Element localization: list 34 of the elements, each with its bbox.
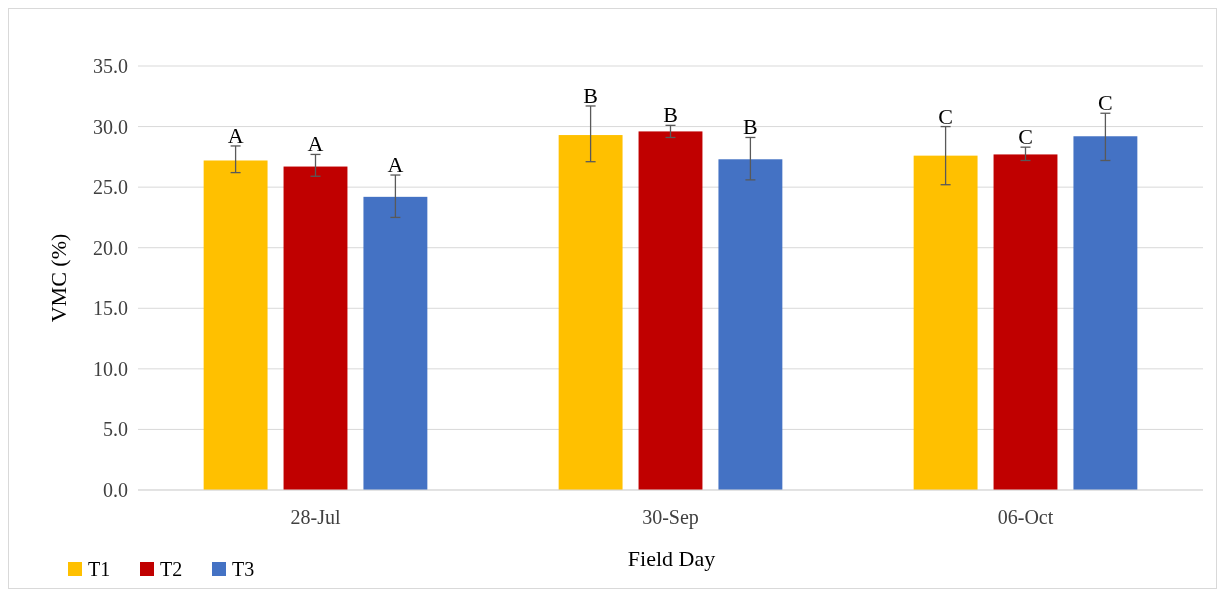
bar — [718, 159, 783, 490]
y-axis-title: VMC (%) — [46, 233, 71, 323]
bar — [1073, 136, 1138, 490]
x-axis-title: Field Day — [627, 546, 716, 571]
y-tick-label: 30.0 — [93, 115, 128, 138]
y-tick-label: 0.0 — [103, 479, 128, 501]
legend-label: T1 — [88, 558, 111, 580]
annotation: C — [938, 103, 953, 129]
annotation: B — [663, 102, 678, 128]
bar — [363, 196, 428, 490]
y-tick-label: 35.0 — [93, 55, 128, 77]
bar — [913, 155, 978, 490]
annotation: B — [583, 82, 598, 108]
annotation: B — [743, 114, 758, 140]
bar — [283, 166, 348, 490]
annotation: A — [307, 131, 324, 157]
y-tick-label: 15.0 — [93, 297, 128, 320]
annotation: A — [227, 122, 244, 148]
annotation: C — [1018, 124, 1033, 150]
y-tick-label: 20.0 — [93, 236, 128, 259]
x-tick-label: 06-Oct — [997, 506, 1054, 528]
bar — [993, 154, 1058, 490]
x-tick-label: 28-Jul — [290, 506, 341, 528]
x-tick-label: 30-Sep — [642, 506, 699, 529]
bar — [638, 131, 703, 490]
bar — [558, 135, 623, 490]
annotation: A — [387, 152, 404, 178]
y-tick-label: 25.0 — [93, 176, 128, 199]
bar — [203, 160, 268, 490]
legend-label: T2 — [160, 558, 183, 580]
y-tick-label: 10.0 — [93, 357, 128, 380]
y-tick-label: 5.0 — [103, 418, 128, 441]
legend-label: T3 — [232, 558, 255, 580]
annotation: C — [1098, 90, 1113, 116]
